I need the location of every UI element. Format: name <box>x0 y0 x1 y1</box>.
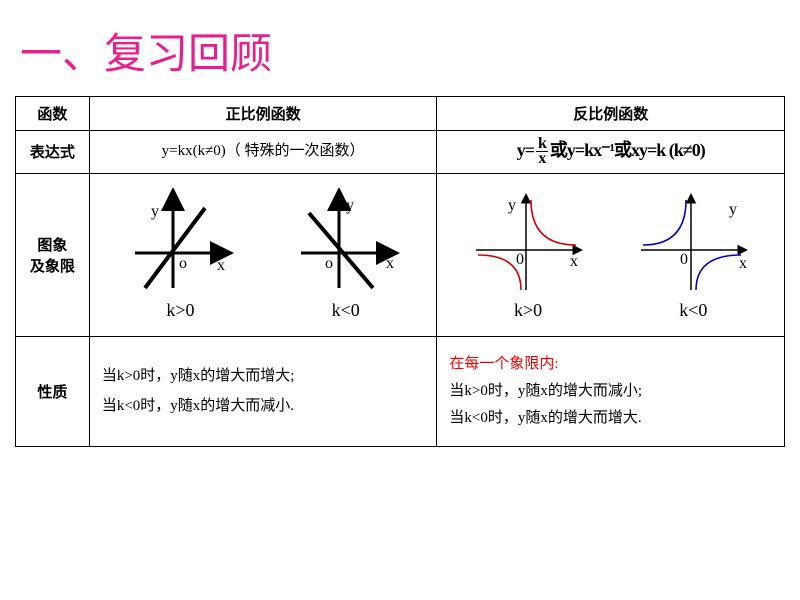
svg-text:x: x <box>739 255 747 272</box>
inv-k-pos-label: k>0 <box>468 300 588 321</box>
comparison-table: 函数 正比例函数 反比例函数 表达式 y=kx(k≠0)（ 特殊的一次函数） y… <box>15 96 785 447</box>
inverse-prop-head: 在每一个象限内: <box>449 356 558 372</box>
direct-props: 当k>0时，y随x的增大而增大; 当k<0时，y随x的增大而减小. <box>89 336 437 446</box>
direct-graph-neg: y x o k<0 <box>291 188 401 321</box>
inverse-pos-icon: y x 0 <box>468 188 588 298</box>
inverse-graphs: y x 0 k>0 y x 0 k <box>437 173 785 336</box>
inverse-expr: y=kx或y=kx⁻¹或xy=k (k≠0) <box>437 131 785 174</box>
fraction-icon: kx <box>536 137 548 167</box>
svg-text:o: o <box>325 255 333 272</box>
svg-text:o: o <box>179 255 187 272</box>
graph-label: 图象 及象限 <box>16 173 90 336</box>
graph-label-1: 图象 <box>37 238 67 254</box>
svg-text:y: y <box>151 203 159 220</box>
graph-label-2: 及象限 <box>30 259 75 275</box>
header-row: 函数 正比例函数 反比例函数 <box>16 97 785 131</box>
inv-expr-suffix: 或y=kx⁻¹或xy=k (k≠0) <box>550 140 705 160</box>
direct-expr: y=kx(k≠0)（ 特殊的一次函数） <box>89 131 437 174</box>
inverse-graph-neg: y x 0 k<0 <box>633 188 753 321</box>
inverse-prop-1: 当k>0时，y随x的增大而减小; <box>449 383 642 399</box>
properties-row: 性质 当k>0时，y随x的增大而增大; 当k<0时，y随x的增大而减小. 在每一… <box>16 336 785 446</box>
inverse-graph-pos: y x 0 k>0 <box>468 188 588 321</box>
svg-text:0: 0 <box>680 251 688 268</box>
k-pos-label: k>0 <box>125 300 235 321</box>
direct-graphs: y x o k>0 y x o k<0 <box>89 173 437 336</box>
page-title: 一、复习回顾 <box>15 20 785 81</box>
direct-neg-icon: y x o <box>291 188 401 298</box>
direct-prop-1: 当k>0时，y随x的增大而增大; <box>102 368 295 384</box>
frac-den: x <box>536 152 548 166</box>
header-func: 函数 <box>16 97 90 131</box>
svg-text:y: y <box>729 201 737 218</box>
inverse-props: 在每一个象限内: 当k>0时，y随x的增大而减小; 当k<0时，y随x的增大而增… <box>437 336 785 446</box>
svg-text:x: x <box>386 255 394 272</box>
svg-text:y: y <box>346 197 354 214</box>
expression-row: 表达式 y=kx(k≠0)（ 特殊的一次函数） y=kx或y=kx⁻¹或xy=k… <box>16 131 785 174</box>
expr-label: 表达式 <box>16 131 90 174</box>
svg-text:0: 0 <box>516 251 524 268</box>
svg-text:y: y <box>508 197 516 214</box>
header-direct: 正比例函数 <box>89 97 437 131</box>
direct-prop-2: 当k<0时，y随x的增大而减小. <box>102 398 294 414</box>
svg-text:x: x <box>570 253 578 270</box>
props-label: 性质 <box>16 336 90 446</box>
inverse-prop-2: 当k<0时，y随x的增大而增大. <box>449 410 641 426</box>
direct-graph-pos: y x o k>0 <box>125 188 235 321</box>
inv-k-neg-label: k<0 <box>633 300 753 321</box>
header-inverse: 反比例函数 <box>437 97 785 131</box>
graph-row: 图象 及象限 y x <box>16 173 785 336</box>
k-neg-label: k<0 <box>291 300 401 321</box>
inv-expr-prefix: y= <box>517 140 534 160</box>
inverse-neg-icon: y x 0 <box>633 188 753 298</box>
svg-text:x: x <box>217 257 225 274</box>
direct-pos-icon: y x o <box>125 188 235 298</box>
